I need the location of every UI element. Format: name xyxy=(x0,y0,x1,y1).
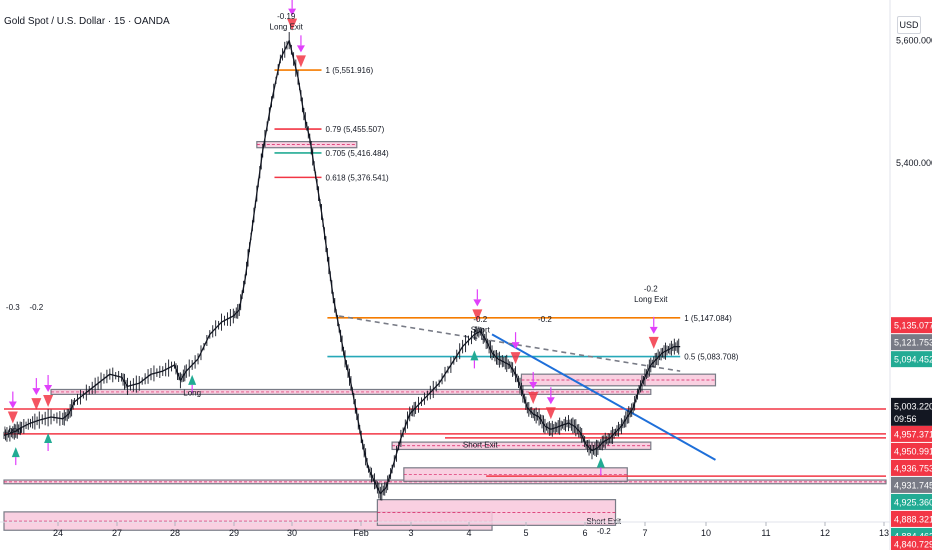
sell-triangle xyxy=(295,55,306,68)
trade-annotation: -0.2 xyxy=(29,303,43,312)
short-signal-arrow[interactable] xyxy=(44,385,53,393)
short-signal-arrow[interactable] xyxy=(649,326,658,334)
short-signal-arrow[interactable] xyxy=(8,401,17,409)
price-tick-label: 5,400.000 xyxy=(896,158,932,168)
sell-triangle xyxy=(648,336,659,349)
currency-button[interactable]: USD xyxy=(897,16,921,34)
sell-triangle xyxy=(43,395,54,408)
short-signal-arrow[interactable] xyxy=(546,397,555,405)
price-badge[interactable] xyxy=(891,442,932,459)
trade-annotation: -0.19 xyxy=(277,12,296,21)
price-tick-label: 5,600.000 xyxy=(896,36,932,46)
price-badge[interactable] xyxy=(891,317,932,334)
symbol-title: Gold Spot / U.S. Dollar · 15 · OANDA xyxy=(4,16,170,27)
price-badge[interactable] xyxy=(891,459,932,476)
sell-triangle xyxy=(287,18,298,31)
time-tick-label: 13 xyxy=(879,528,889,538)
sell-triangle xyxy=(510,352,521,365)
trade-annotation: -0.2 xyxy=(473,315,487,324)
time-tick-label: 27 xyxy=(112,528,122,538)
trade-annotation: Long Exit xyxy=(634,295,668,304)
zone-box xyxy=(391,441,652,451)
short-signal-arrow[interactable] xyxy=(32,388,41,396)
time-tick-label: 30 xyxy=(287,528,297,538)
time-tick-label: 11 xyxy=(761,528,770,538)
price-badge[interactable] xyxy=(891,493,932,510)
sell-triangle xyxy=(472,309,483,322)
time-tick-label: 10 xyxy=(701,528,711,538)
price-badge-label: 4,957.371 xyxy=(894,429,932,439)
price-badge-label: 4,950.991 xyxy=(894,446,932,456)
price-badge-label: 5,094.452 xyxy=(894,355,932,365)
time-tick-label: 6 xyxy=(582,528,587,538)
price-badge-label: 4,925.360 xyxy=(894,497,932,507)
short-signal-arrow[interactable] xyxy=(288,8,297,16)
sell-triangle xyxy=(7,411,18,424)
trade-annotation: Long xyxy=(183,389,201,398)
price-badge-label: 4,936.753 xyxy=(894,463,932,473)
trade-annotation: -0.2 xyxy=(597,527,611,536)
short-signal-arrow[interactable] xyxy=(529,381,538,389)
fib-level-label: 0.705 (5,416.484) xyxy=(326,149,389,158)
price-badge[interactable] xyxy=(891,334,932,351)
price-badge[interactable] xyxy=(891,536,932,550)
price-badge[interactable] xyxy=(891,510,932,527)
time-axis[interactable]: 24 27 28 29 30 Feb 3 4 5 6 7 10 11 12 13 xyxy=(0,521,890,538)
time-tick-label: 3 xyxy=(408,528,413,538)
trade-annotation: -0.2 xyxy=(538,315,552,324)
zone-box xyxy=(256,140,358,149)
price-badge-label: 5,135.077 xyxy=(894,321,932,331)
fib-level-label: 1 (5,147.084) xyxy=(684,314,732,323)
price-axis[interactable]: 5,600.000 5,400.000 5,135.077 5,121.753 5,09… xyxy=(889,0,932,550)
time-tick-label: 4 xyxy=(466,528,471,538)
trade-annotation: -0.3 xyxy=(6,303,20,312)
price-badge[interactable] xyxy=(891,351,932,368)
price-badge[interactable] xyxy=(891,397,932,426)
trendline[interactable] xyxy=(491,333,716,461)
price-badge-label: 5,121.753 xyxy=(894,338,932,348)
time-tick-label: 12 xyxy=(820,528,830,538)
sell-triangle xyxy=(528,391,539,404)
trade-annotation: Long Exit xyxy=(270,23,304,32)
fib-level-label: 0.5 (5,083.708) xyxy=(684,353,739,362)
fib-level-label: 0.618 (5,376.541) xyxy=(326,173,389,182)
trendline[interactable] xyxy=(339,315,681,372)
sell-triangle xyxy=(545,407,556,420)
time-tick-label: 7 xyxy=(642,528,647,538)
long-signal-arrow[interactable] xyxy=(188,374,197,385)
sell-triangle xyxy=(31,398,42,411)
zone-box xyxy=(376,499,617,526)
time-tick-label: 5 xyxy=(523,528,528,538)
short-signal-arrow[interactable] xyxy=(511,342,520,350)
time-tick-label: 24 xyxy=(53,528,63,538)
price-badge-label: 4,931.745 xyxy=(894,480,932,490)
time-tick-label: Feb xyxy=(353,528,369,538)
short-signal-arrow[interactable] xyxy=(473,299,482,307)
long-signal-arrow[interactable] xyxy=(44,433,53,444)
long-signal-arrow[interactable] xyxy=(470,350,479,361)
trade-annotation: Short Exit xyxy=(463,441,498,450)
trade-annotation: Short xyxy=(471,326,491,335)
fib-level-label: 1 (5,551.916) xyxy=(326,66,374,75)
plot-area[interactable]: 1 (5,551.916) 0.79 (5,455.507) 0.705 (5,41… xyxy=(3,0,887,536)
price-badge-label: 4,840.729 xyxy=(894,540,932,550)
price-badge[interactable] xyxy=(891,425,932,442)
time-tick-label: 28 xyxy=(170,528,180,538)
price-badge-label: 4,888.321 xyxy=(894,514,932,524)
short-signal-arrow[interactable] xyxy=(296,45,305,53)
trade-annotation: Long xyxy=(4,425,22,434)
price-badge-label: 5,003.220 xyxy=(894,401,932,411)
long-signal-arrow[interactable] xyxy=(11,447,20,458)
long-signal-arrow[interactable] xyxy=(596,457,605,468)
countdown-label: 09:56 xyxy=(894,414,917,424)
fib-level-label: 0.79 (5,455.507) xyxy=(326,125,385,134)
time-tick-label: 29 xyxy=(229,528,239,538)
price-badge[interactable] xyxy=(891,476,932,493)
trade-annotation: -0.2 xyxy=(644,285,658,294)
